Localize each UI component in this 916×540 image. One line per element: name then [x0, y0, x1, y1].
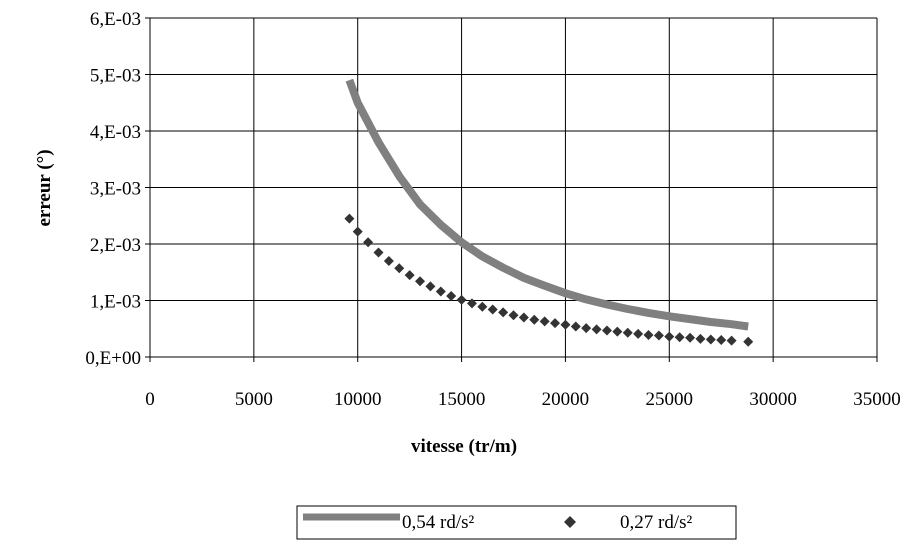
data-point-series-2 — [508, 310, 519, 321]
y-tick-label: 3,E-03 — [90, 179, 141, 200]
data-point-series-2 — [466, 298, 477, 309]
data-point-series-2 — [363, 237, 374, 248]
data-point-series-2 — [570, 321, 581, 332]
data-point-series-2 — [383, 255, 394, 266]
legend-label-series-2: 0,27 rd/s² — [620, 512, 693, 533]
data-point-series-2 — [435, 286, 446, 297]
x-tick-label: 5000 — [235, 389, 273, 410]
data-point-series-2 — [622, 327, 633, 338]
data-point-series-2 — [352, 226, 363, 237]
x-tick-labels: 0 5000 10000 15000 20000 25000 30000 35000 — [145, 389, 901, 410]
data-point-series-2 — [653, 330, 664, 341]
data-point-series-2 — [550, 318, 561, 329]
y-tick-label: 5,E-03 — [90, 66, 141, 87]
data-point-series-2 — [415, 276, 426, 287]
data-point-series-2 — [581, 323, 592, 334]
data-point-series-2 — [664, 331, 675, 342]
data-point-series-2 — [612, 326, 623, 337]
data-point-series-2 — [446, 290, 457, 301]
x-tick-label: 35000 — [853, 389, 901, 410]
data-point-series-2 — [529, 314, 540, 325]
y-tick-label: 6,E-03 — [90, 9, 141, 30]
x-axis-title: vitesse (tr/m) — [411, 436, 517, 457]
series-group — [344, 78, 754, 347]
data-point-series-2 — [716, 335, 727, 346]
data-point-series-2 — [456, 294, 467, 305]
data-point-series-2 — [695, 333, 706, 344]
data-point-series-2 — [404, 270, 415, 281]
data-point-series-2 — [674, 332, 685, 343]
data-point-series-2 — [633, 328, 644, 339]
legend-swatch-series-2 — [564, 516, 576, 528]
x-tick-label: 25000 — [646, 389, 694, 410]
data-point-series-2 — [726, 335, 737, 346]
x-tick-label: 30000 — [749, 389, 797, 410]
y-axis-title: erreur (°) — [34, 149, 55, 226]
x-tick-label: 20000 — [542, 389, 590, 410]
data-point-series-2 — [498, 307, 509, 318]
data-point-series-2 — [487, 304, 498, 315]
series-line-1 — [345, 78, 749, 331]
data-point-series-2 — [344, 213, 355, 224]
data-point-series-2 — [601, 325, 612, 336]
y-tick-label: 1,E-03 — [90, 292, 141, 313]
data-point-series-2 — [518, 312, 529, 323]
data-point-series-2 — [477, 301, 488, 312]
data-point-series-2 — [373, 247, 384, 258]
data-point-series-2 — [705, 334, 716, 345]
data-point-series-2 — [743, 336, 754, 347]
data-point-series-2 — [591, 324, 602, 335]
x-tick-label: 15000 — [438, 389, 486, 410]
x-tick-label: 0 — [145, 389, 155, 410]
data-point-series-2 — [425, 281, 436, 292]
legend-box — [296, 505, 737, 540]
data-point-series-2 — [685, 332, 696, 343]
y-tick-labels: 0,E+00 1,E-03 2,E-03 3,E-03 4,E-03 5,E-03 6,E-… — [85, 9, 141, 369]
legend: 0,54 rd/s² 0,27 rd/s² — [296, 505, 737, 540]
x-tick-label: 10000 — [334, 389, 382, 410]
legend-label-series-1: 0,54 rd/s² — [402, 512, 475, 533]
data-point-series-2 — [394, 263, 405, 274]
y-tick-label: 4,E-03 — [90, 122, 141, 143]
y-tick-label: 0,E+00 — [85, 348, 141, 369]
data-point-series-2 — [539, 316, 550, 327]
y-tick-label: 2,E-03 — [90, 235, 141, 256]
data-point-series-2 — [560, 319, 571, 330]
data-point-series-2 — [643, 329, 654, 340]
grid — [145, 17, 878, 362]
